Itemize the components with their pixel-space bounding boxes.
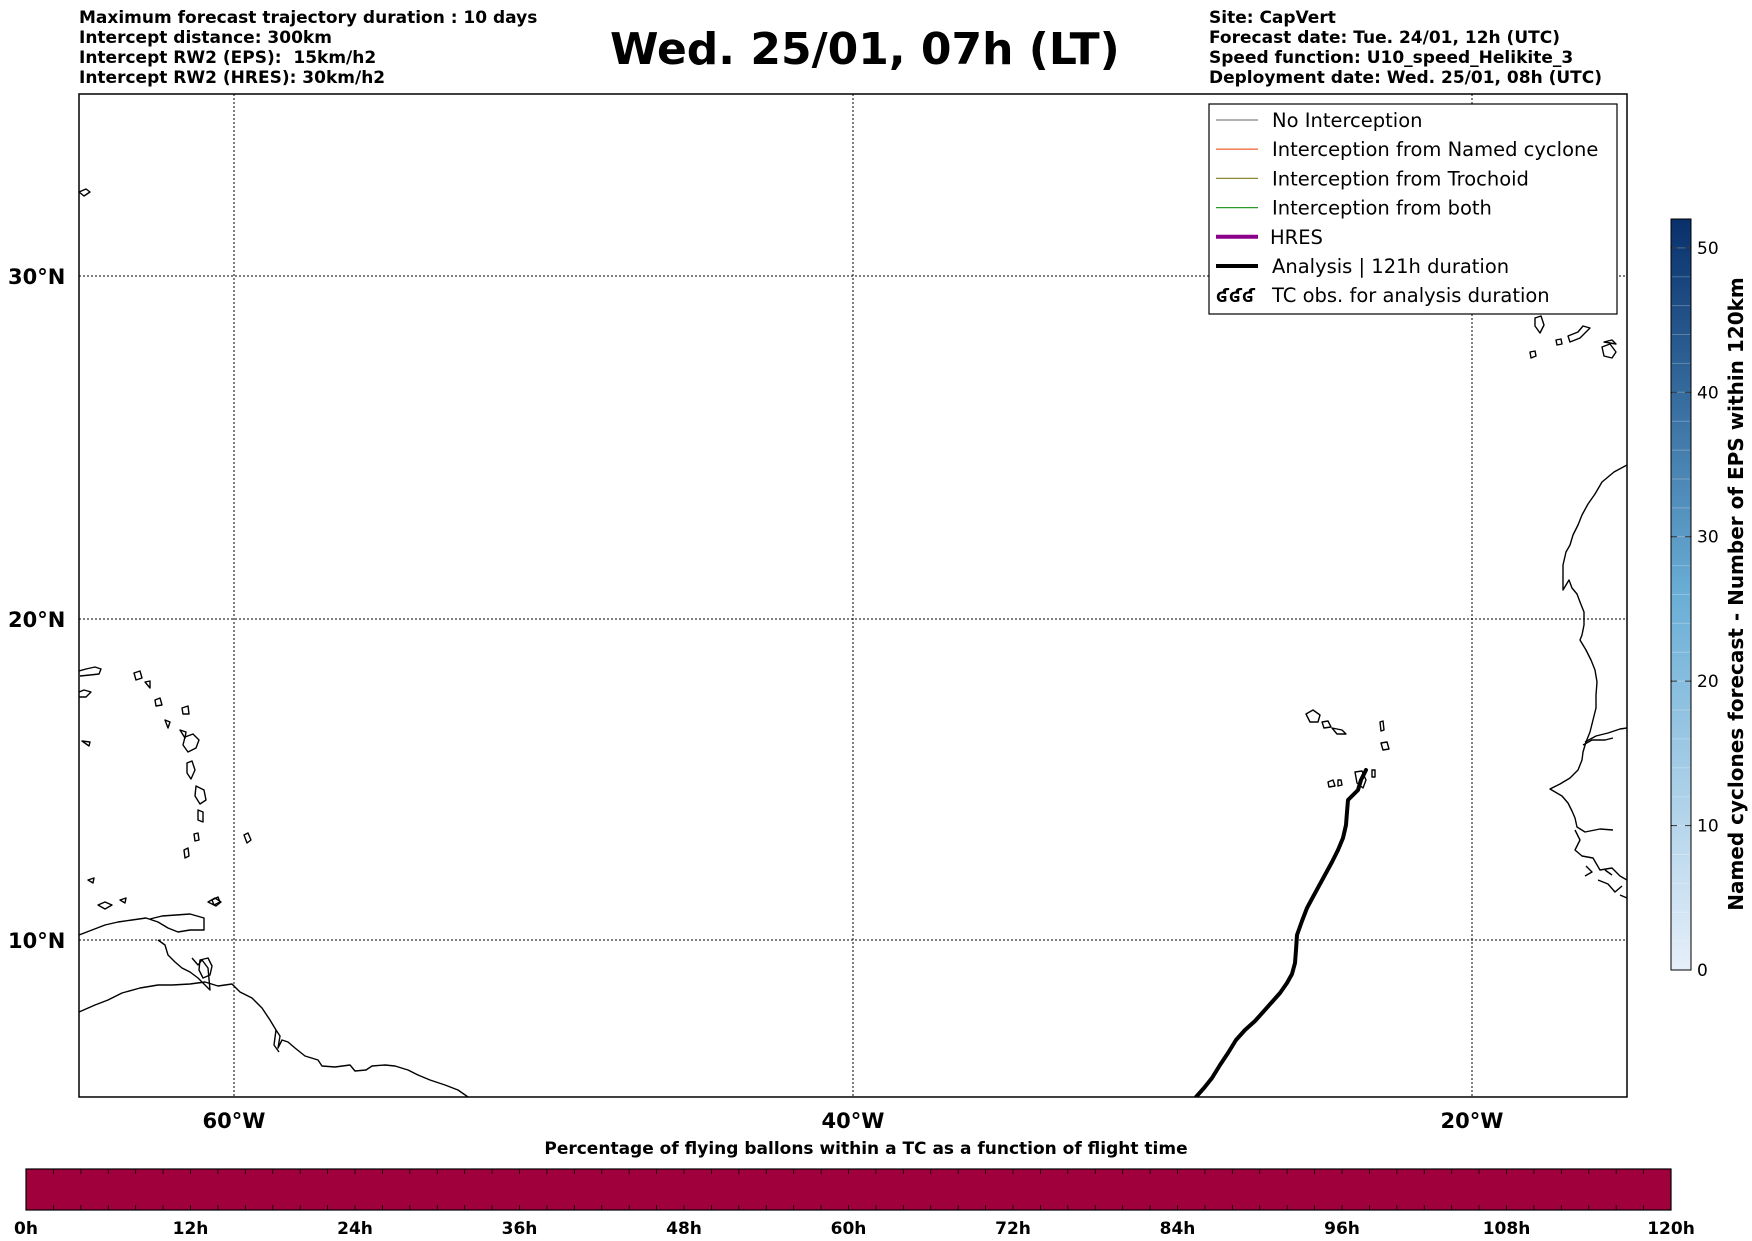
analysis-trajectory xyxy=(1194,768,1368,1097)
coastline-orinoco xyxy=(157,939,211,991)
info-left: Maximum forecast trajectory duration : 1… xyxy=(79,8,537,88)
coastline-antigua xyxy=(181,705,190,715)
colorbar-bottom-title: Percentage of flying ballons within a TC… xyxy=(544,1139,1187,1159)
info-right: Site: CapVert Forecast date: Tue. 24/01,… xyxy=(1209,8,1602,88)
coastline-st-lucia xyxy=(197,809,204,823)
info-right-line: Deployment date: Wed. 25/01, 08h (UTC) xyxy=(1209,68,1603,88)
coastline-sao-vicente xyxy=(1321,720,1332,729)
colorbar-bottom: Percentage of flying ballons within a TC… xyxy=(14,1139,1695,1239)
coastline-south-america xyxy=(79,981,469,1097)
coastline-martinique xyxy=(194,785,207,805)
legend-label: Interception from Trochoid xyxy=(1272,167,1529,190)
lat-label-30n: 30°N xyxy=(8,265,65,289)
map-title: Wed. 25/01, 07h (LT) xyxy=(610,24,1120,75)
coastline-isla-margarita xyxy=(207,897,222,907)
colorbar-bottom-tick-label: 36h xyxy=(502,1219,538,1239)
colorbar-bottom-tick-label: 24h xyxy=(337,1219,373,1239)
colorbar-bottom-tick-label: 48h xyxy=(666,1219,702,1239)
info-right-line: Site: CapVert xyxy=(1209,8,1336,28)
lat-label-10n: 10°N xyxy=(8,929,65,953)
colorbar-right-tick-label: 10 xyxy=(1697,817,1719,837)
legend-label: Analysis | 121h duration xyxy=(1272,255,1509,278)
coastline-la-palma xyxy=(1534,315,1545,334)
coastline-brava xyxy=(1337,779,1343,787)
colorbar-bottom-tick-label: 12h xyxy=(173,1219,209,1239)
coastline-barbados xyxy=(243,832,252,844)
colorbar-bottom-tick-label: 84h xyxy=(1160,1219,1196,1239)
colorbar-bottom-tick-label: 72h xyxy=(995,1219,1031,1239)
legend-label: No Interception xyxy=(1272,109,1423,132)
coastline-trinidad xyxy=(198,957,213,979)
info-left-line: Intercept distance: 300km xyxy=(79,28,332,48)
coastline-sao-nicolau xyxy=(1331,727,1347,735)
legend-label: Interception from Named cyclone xyxy=(1272,138,1598,161)
coastline-grenadines xyxy=(183,847,190,859)
colorbar-right-tick-label: 0 xyxy=(1697,961,1708,981)
lat-label-20n: 20°N xyxy=(8,608,65,632)
colorbar-right-ramp xyxy=(1670,218,1692,971)
colorbar-bottom-tick-label: 60h xyxy=(831,1219,867,1239)
coastline-puerto-rico xyxy=(79,666,102,677)
info-left-line: Intercept RW2 (EPS): 15km/h2 xyxy=(79,48,377,68)
coastline-santo-antao xyxy=(1305,709,1321,723)
legend-label: Interception from both xyxy=(1272,197,1492,220)
legend-box xyxy=(1208,103,1618,315)
colorbar-bottom-tick-label: 0h xyxy=(14,1219,38,1239)
coastline-gomera xyxy=(1555,338,1563,346)
coastline-senegal-rivers xyxy=(1582,727,1627,746)
coastline-fuerteventura xyxy=(1603,339,1617,345)
coastline-leewards xyxy=(133,670,187,739)
legend: No Interception Interception from Named c… xyxy=(1208,103,1618,315)
colorbar-right-tick-label: 40 xyxy=(1697,383,1719,403)
lon-label-40w: 40°W xyxy=(822,1109,885,1133)
legend-label: HRES xyxy=(1270,226,1323,249)
coastline-dominica xyxy=(186,760,196,780)
colorbar-right-tick-label: 50 xyxy=(1697,239,1719,259)
coastline-gran-canaria xyxy=(1601,343,1617,359)
lon-label-20w: 20°W xyxy=(1441,1109,1504,1133)
coastline-virgin-islands xyxy=(79,689,92,698)
legend-label: TC obs. for analysis duration xyxy=(1271,284,1550,307)
coastline-guiana-bay xyxy=(273,1029,280,1053)
colorbar-bottom-bar xyxy=(25,1168,1672,1211)
coastline-guadeloupe xyxy=(182,733,200,753)
colorbar-bottom-tick-label: 96h xyxy=(1324,1219,1360,1239)
colorbar-bottom-tick-label: 120h xyxy=(1647,1219,1695,1239)
coastline-boa-vista xyxy=(1380,741,1390,751)
coastlines xyxy=(79,188,1627,1097)
coastline-st-croix xyxy=(81,740,91,747)
lon-label-60w: 60°W xyxy=(203,1109,266,1133)
coastline-hierro xyxy=(1529,350,1537,359)
coastline-abc-islands xyxy=(87,877,127,910)
legend-symbol-tc-obs: ʛʛʛ xyxy=(1216,285,1256,307)
coastline-fogo xyxy=(1327,779,1336,788)
coastline-sal xyxy=(1379,720,1385,732)
colorbar-right-label: Named cyclones forecast - Number of EPS … xyxy=(1724,277,1748,911)
map-frame xyxy=(78,93,1628,1098)
colorbar-right-tick-label: 30 xyxy=(1697,528,1719,548)
coastline-guinea-islands xyxy=(1574,829,1627,899)
coastline-santiago xyxy=(1354,770,1367,789)
coastline-maio xyxy=(1371,769,1376,778)
colorbar-bottom-tick-label: 108h xyxy=(1483,1219,1531,1239)
colorbar-right: 0 10 20 30 40 50 Named cyclones forecast - Nu… xyxy=(1670,218,1748,981)
coastline-west-africa xyxy=(1549,464,1627,833)
info-right-line: Forecast date: Tue. 24/01, 12h (UTC) xyxy=(1209,28,1560,48)
colorbar-right-tick-label: 20 xyxy=(1697,672,1719,692)
info-left-line: Maximum forecast trajectory duration : 1… xyxy=(79,8,538,28)
coastline-venezuela xyxy=(79,913,205,936)
coastline-st-vincent xyxy=(193,832,200,842)
coastline-bahamas-edge xyxy=(79,188,91,197)
info-right-line: Speed function: U10_speed_Helikite_3 xyxy=(1209,48,1574,68)
info-left-line: Intercept RW2 (HRES): 30km/h2 xyxy=(79,68,386,88)
coastline-tenerife xyxy=(1567,325,1591,343)
